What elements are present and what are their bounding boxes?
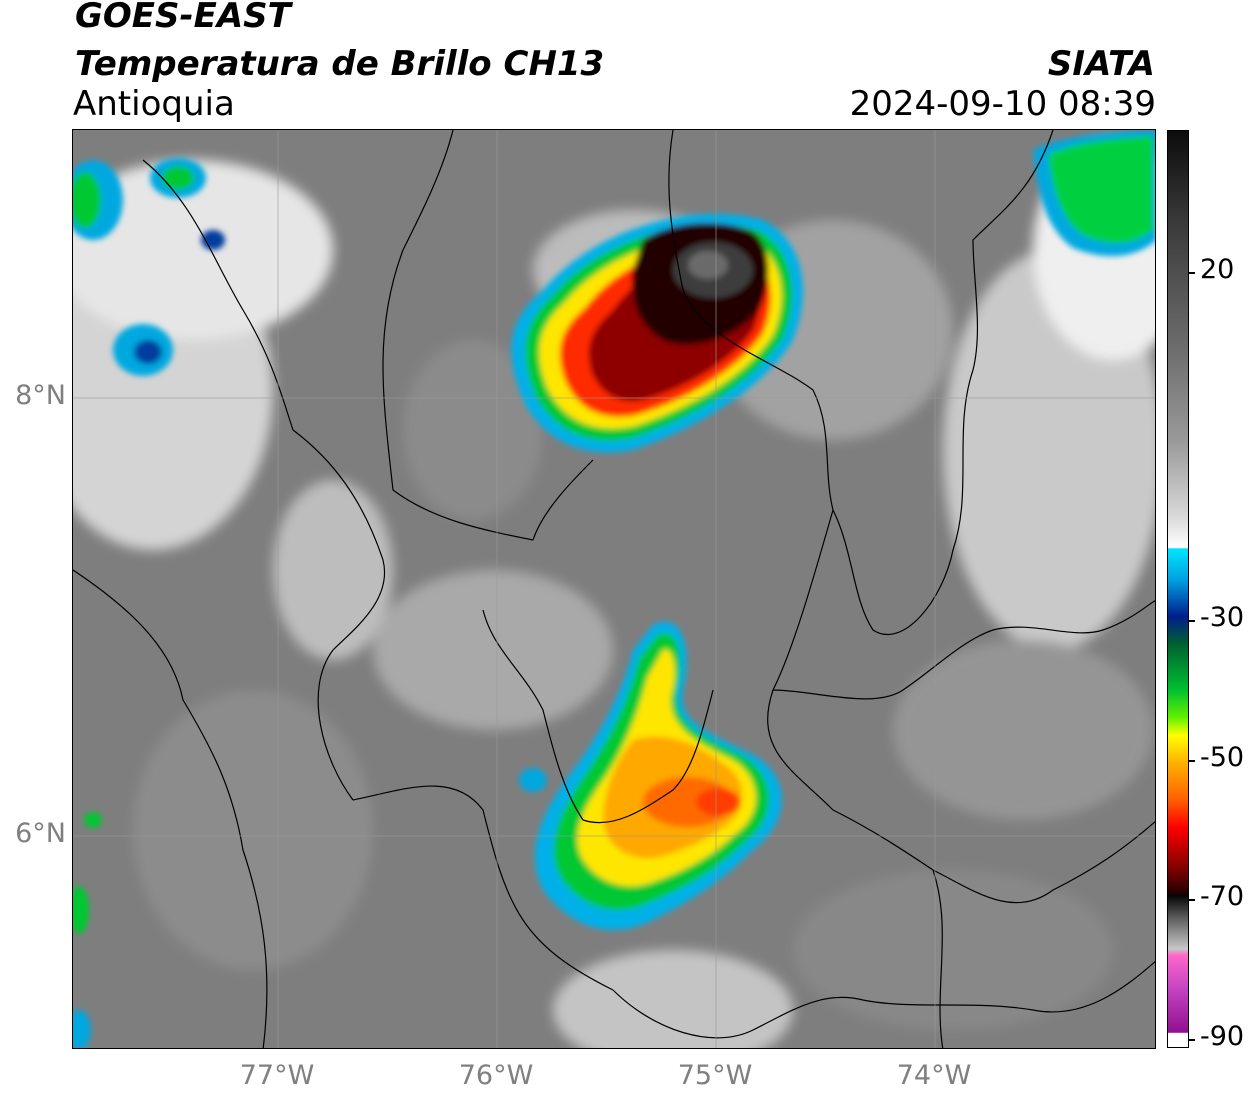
- storm-northeast: [1033, 130, 1155, 257]
- colorbar-tick-minus50: [1189, 760, 1195, 762]
- boundaries: [73, 130, 1155, 1048]
- colorbar-label-minus70: -70: [1200, 881, 1245, 912]
- graticule: [73, 130, 1155, 1048]
- colorbar-tick-minus90: [1189, 1039, 1195, 1041]
- storm-north: [511, 213, 803, 453]
- chart-title-product: Temperatura de Brillo CH13: [75, 44, 605, 84]
- organization-label: SIATA: [1047, 44, 1155, 84]
- colorbar-tick-20: [1189, 272, 1195, 274]
- timestamp-label: 2024-09-10 08:39: [849, 84, 1156, 124]
- lon-label-76w: 76°W: [458, 1060, 534, 1091]
- lon-label-77w: 77°W: [239, 1060, 315, 1091]
- chart-subtitle-region: Antioquia: [73, 84, 235, 124]
- lon-label-74w: 74°W: [896, 1060, 972, 1091]
- colorbar-tick-minus70: [1189, 899, 1195, 901]
- colorbar-tick-minus30: [1189, 620, 1195, 622]
- lat-label-8n: 8°N: [15, 380, 66, 411]
- colorbar-label-minus30: -30: [1200, 602, 1245, 633]
- colorbar-label-minus50: -50: [1200, 742, 1245, 773]
- map-image: [73, 130, 1155, 1048]
- satellite-map: [72, 129, 1156, 1049]
- chart-title-satellite: GOES-EAST: [75, 0, 291, 36]
- lat-label-6n: 6°N: [15, 818, 66, 849]
- lon-label-75w: 75°W: [677, 1060, 753, 1091]
- colorbar-label-20: 20: [1200, 254, 1235, 285]
- storm-south: [534, 621, 782, 930]
- storm-northwest-patches: [73, 158, 547, 1048]
- colorbar: [1167, 130, 1189, 1048]
- colorbar-label-minus90: -90: [1200, 1021, 1245, 1052]
